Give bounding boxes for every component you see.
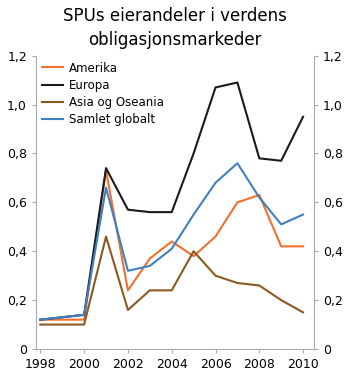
Amerika [60, 318, 64, 322]
Amerika [104, 168, 108, 173]
Samlet globalt [82, 313, 86, 317]
Samlet globalt [104, 185, 108, 190]
Europa [170, 210, 174, 214]
Samlet globalt [235, 161, 239, 166]
Line: Amerika: Amerika [40, 170, 303, 320]
Amerika [235, 200, 239, 204]
Samlet globalt [214, 181, 218, 185]
Amerika [279, 244, 283, 249]
Amerika [126, 288, 130, 293]
Asia og Oseania [38, 322, 42, 327]
Europa [82, 313, 86, 317]
Asia og Oseania [235, 281, 239, 285]
Europa [191, 151, 196, 156]
Europa [126, 208, 130, 212]
Europa [257, 156, 261, 161]
Samlet globalt [279, 222, 283, 227]
Asia og Oseania [301, 310, 305, 314]
Asia og Oseania [170, 288, 174, 293]
Amerika [301, 244, 305, 249]
Samlet globalt [191, 212, 196, 217]
Asia og Oseania [60, 322, 64, 327]
Samlet globalt [126, 268, 130, 273]
Line: Asia og Oseania: Asia og Oseania [40, 237, 303, 325]
Samlet globalt [301, 212, 305, 217]
Amerika [257, 193, 261, 197]
Europa [235, 80, 239, 85]
Asia og Oseania [257, 283, 261, 288]
Asia og Oseania [82, 322, 86, 327]
Amerika [170, 239, 174, 244]
Asia og Oseania [191, 249, 196, 254]
Europa [214, 85, 218, 90]
Amerika [82, 318, 86, 322]
Samlet globalt [148, 263, 152, 268]
Samlet globalt [60, 315, 64, 319]
Samlet globalt [170, 246, 174, 251]
Samlet globalt [257, 195, 261, 200]
Amerika [191, 254, 196, 259]
Asia og Oseania [279, 298, 283, 302]
Amerika [38, 318, 42, 322]
Europa [279, 158, 283, 163]
Samlet globalt [38, 318, 42, 322]
Line: Europa: Europa [40, 82, 303, 320]
Asia og Oseania [148, 288, 152, 293]
Europa [301, 115, 305, 119]
Amerika [148, 256, 152, 261]
Europa [104, 166, 108, 170]
Europa [38, 318, 42, 322]
Asia og Oseania [126, 308, 130, 312]
Line: Samlet globalt: Samlet globalt [40, 163, 303, 320]
Asia og Oseania [214, 273, 218, 278]
Amerika [214, 234, 218, 239]
Europa [148, 210, 152, 214]
Title: SPUs eierandeler i verdens
obligasjonsmarkeder: SPUs eierandeler i verdens obligasjonsma… [63, 7, 287, 48]
Asia og Oseania [104, 234, 108, 239]
Legend: Amerika, Europa, Asia og Oseania, Samlet globalt: Amerika, Europa, Asia og Oseania, Samlet… [40, 59, 166, 128]
Europa [60, 315, 64, 319]
